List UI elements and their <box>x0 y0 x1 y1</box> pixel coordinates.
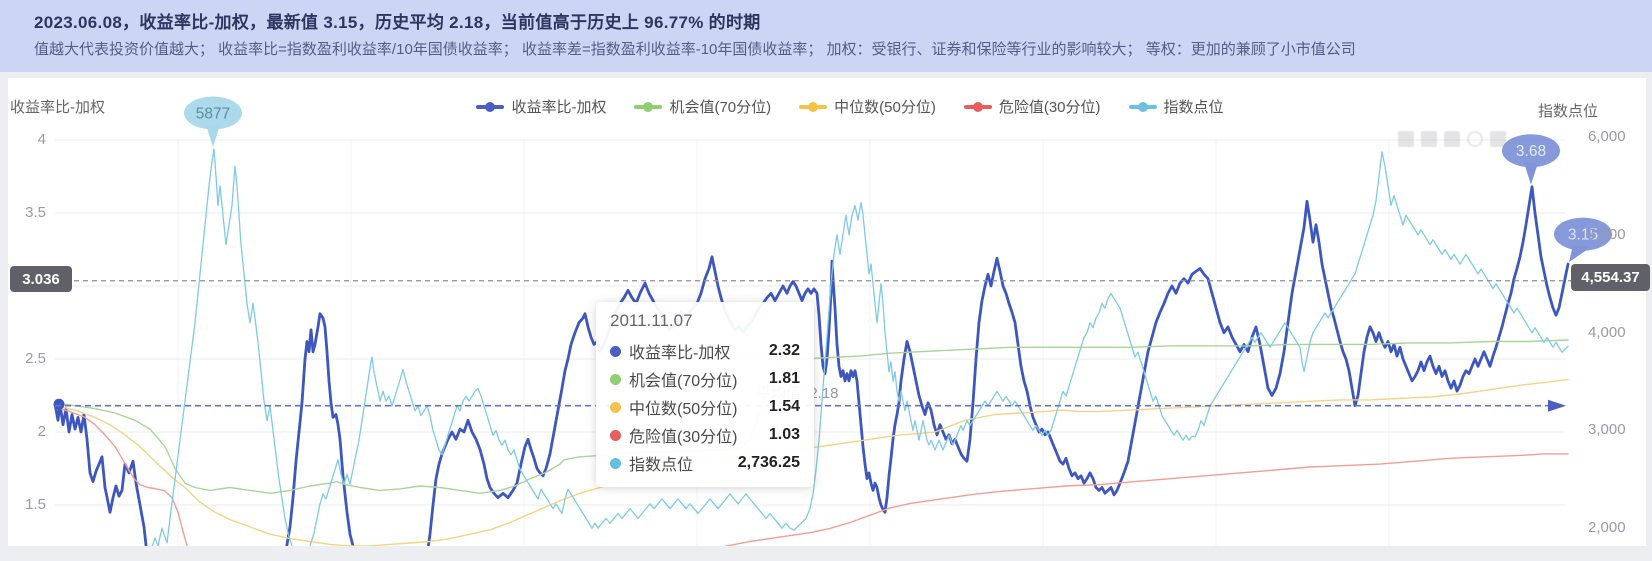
watermark <box>1398 128 1508 150</box>
right-axis-tick: 5,000 <box>1588 225 1626 243</box>
right-axis-title: 指数点位 <box>1538 103 1599 120</box>
tooltip-date: 2011.11.07 <box>610 311 693 330</box>
left-axis-title: 收益率比-加权 <box>10 99 105 116</box>
tooltip-series-dot-icon <box>610 429 621 441</box>
tooltip-row: 危险值(30分位) 1.03 <box>610 421 800 449</box>
series-指数点位[interactable] <box>150 148 1569 558</box>
left-axis-tick: 3.5 <box>25 204 46 221</box>
tooltip-series-dot-icon <box>610 345 621 357</box>
pin-tail-icon <box>1524 162 1538 185</box>
legend-label: 中位数(50分位) <box>834 99 936 116</box>
legend-marker-icon <box>799 101 828 112</box>
tooltip-series-value: 1.81 <box>768 370 800 387</box>
right-axis-tick: 3,000 <box>1588 421 1626 439</box>
pin-marker-5877 <box>184 96 242 130</box>
crosshair-left-badge: 3.036 <box>10 266 72 292</box>
legend-item-危险值(30分位)[interactable]: 危险值(30分位) <box>963 96 1101 117</box>
crosshair-right-badge: 4,554.37 <box>1571 264 1650 291</box>
legend-marker-icon <box>1128 101 1157 112</box>
legend-label: 机会值(70分位) <box>669 99 772 116</box>
tooltip-series-value: 2.32 <box>768 342 800 359</box>
legend-marker-icon <box>634 101 663 112</box>
legend-item-机会值(70分位)[interactable]: 机会值(70分位) <box>634 96 771 117</box>
tooltip-series-label: 危险值(30分位) <box>629 429 738 446</box>
tooltip-series-label: 中位数(50分位) <box>629 401 738 418</box>
tooltip-series-label: 收益率比-加权 <box>629 345 731 362</box>
left-axis-tick: 2 <box>37 423 46 440</box>
left-axis-tick: 4 <box>37 131 46 148</box>
pin-label: 3.15 <box>1568 227 1598 244</box>
legend-item-指数点位[interactable]: 指数点位 <box>1128 96 1224 117</box>
tooltip-series-value: 1.54 <box>768 398 800 415</box>
right-axis-tick: 4,000 <box>1588 323 1626 341</box>
legend-item-收益率比-加权[interactable]: 收益率比-加权 <box>476 96 606 117</box>
tooltip-series-label: 指数点位 <box>629 457 694 474</box>
tooltip-series-dot-icon <box>610 457 621 469</box>
pin-tail-icon <box>206 125 220 148</box>
pin-marker-3.15 <box>1554 217 1612 251</box>
tooltip-row: 中位数(50分位) 1.54 <box>610 393 800 421</box>
tooltip-row: 指数点位 2,736.25 <box>610 449 800 477</box>
tooltip-series-value: 2,736.25 <box>737 454 800 471</box>
tooltip-row: 机会值(70分位) 1.81 <box>610 365 800 393</box>
tooltip-series-value: 1.03 <box>768 426 800 443</box>
tooltip-series-label: 机会值(70分位) <box>629 373 738 390</box>
series-危险值(30分位)[interactable] <box>54 406 1569 561</box>
tooltip-row: 收益率比-加权 2.32 <box>610 337 800 365</box>
pin-label: 5877 <box>196 106 230 123</box>
tooltip-series-dot-icon <box>610 401 621 413</box>
average-line-arrow-icon <box>1548 399 1566 412</box>
right-axis-tick: 6,000 <box>1588 128 1626 145</box>
tooltip: 2011.11.07 收益率比-加权 2.32 机会值(70分位) 1.81 中位数(5… <box>596 302 814 487</box>
right-axis-tick: 2,000 <box>1588 519 1626 537</box>
header-explanation: 值越大代表投资价值越大； 收益率比=指数盈利收益率/10年国债收益率； 收益率差… <box>34 41 1356 58</box>
legend-label: 收益率比-加权 <box>511 99 607 116</box>
legend-label: 指数点位 <box>1163 99 1224 116</box>
left-axis-tick: 1.5 <box>25 496 46 513</box>
legend-marker-icon <box>476 101 505 112</box>
tooltip-series-dot-icon <box>610 373 621 385</box>
legend-label: 危险值(30分位) <box>998 99 1101 116</box>
header-summary: 2023.06.08，收益率比-加权，最新值 3.15，历史平均 2.18，当前… <box>34 13 761 32</box>
pin-marker-3.68 <box>1502 134 1560 168</box>
pin-label: 3.68 <box>1516 143 1546 160</box>
chart-card <box>8 78 1646 546</box>
legend: 收益率比-加权 机会值(70分位) 中位数(50分位) 危险值(30分位) 指数点位 <box>420 96 1280 117</box>
left-axis-tick: 2.5 <box>25 350 46 367</box>
header-banner: 2023.06.08，收益率比-加权，最新值 3.15，历史平均 2.18，当前… <box>0 0 1652 72</box>
series-start-dot <box>53 398 65 410</box>
legend-marker-icon <box>963 101 992 112</box>
legend-item-中位数(50分位)[interactable]: 中位数(50分位) <box>799 96 936 117</box>
